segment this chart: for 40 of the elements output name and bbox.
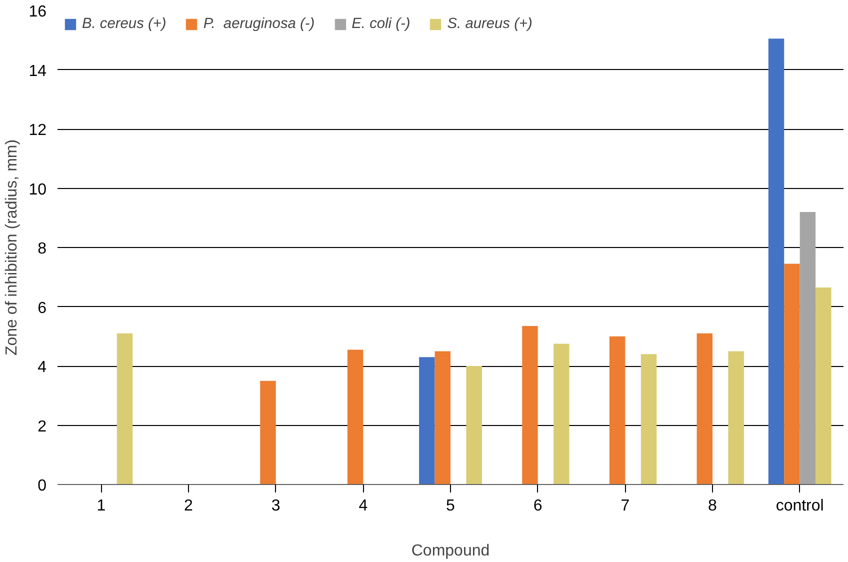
bar [784, 264, 800, 484]
x-tick-label: control [776, 498, 824, 514]
bar [800, 212, 816, 484]
x-tick-label: 1 [96, 498, 106, 514]
bar [522, 326, 538, 484]
bar [640, 354, 657, 484]
x-tick-label: 7 [620, 498, 630, 514]
bar [696, 333, 712, 484]
y-axis-title: Zone of inhibition (radius, mm) [4, 139, 21, 356]
bar [434, 351, 450, 484]
bar [347, 350, 364, 484]
y-tick-label: 16 [28, 4, 47, 20]
bar [554, 344, 570, 484]
y-tick-label: 2 [38, 418, 47, 436]
legend-label: S. aureus (+) [447, 16, 532, 32]
bar [466, 366, 482, 484]
bar [116, 333, 133, 484]
y-tick-label: 4 [38, 359, 47, 376]
bar [419, 357, 435, 484]
bar [260, 380, 276, 484]
x-tick-label: 3 [271, 498, 280, 514]
y-tick-label: 12 [28, 122, 47, 139]
bar [728, 351, 744, 484]
y-tick-label: 6 [38, 300, 47, 317]
x-tick-label: 8 [708, 498, 718, 514]
bar [609, 336, 626, 484]
x-tick-label: 4 [358, 498, 368, 514]
legend-label: P. aeruginosa (-) [203, 16, 315, 32]
bar [816, 287, 832, 484]
x-tick-label: 6 [533, 498, 542, 514]
bar [768, 38, 784, 484]
legend-label: E. coli (-) [352, 16, 410, 32]
y-tick-label: 8 [38, 240, 47, 258]
y-tick-label: 0 [38, 478, 47, 494]
x-tick-label: 2 [184, 498, 194, 514]
x-tick-label: 5 [446, 498, 456, 514]
y-tick-label: 10 [28, 181, 47, 198]
legend-label: B. cereus (+) [82, 16, 166, 32]
x-axis-title: Compound [411, 542, 490, 560]
y-tick-label: 14 [28, 62, 47, 80]
